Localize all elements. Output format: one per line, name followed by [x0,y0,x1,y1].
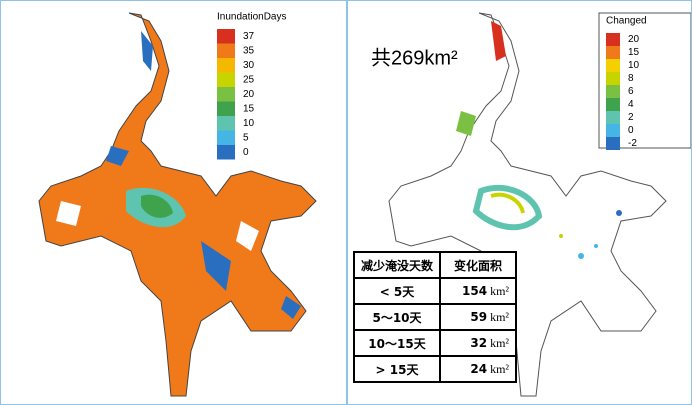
legend-swatch [606,46,620,59]
range: < 5天 [352,277,442,305]
patch [616,210,622,216]
range: > 15天 [352,355,442,383]
legend-label: 5 [243,132,249,143]
legend-label: 37 [243,31,255,42]
gap [236,221,259,251]
legend-swatch [217,58,235,73]
legend-swatch [217,101,235,116]
total-area: 共269km² [371,46,458,69]
patch [491,21,506,61]
patch [578,253,584,259]
table-header: 减少淹没天数 [352,251,442,279]
legend-label: 20 [243,89,255,100]
area-cell: 59 km² [439,303,518,331]
legend-label: 35 [243,45,255,56]
legend-swatch [606,85,620,98]
legend-swatch [606,124,620,137]
patch [141,31,153,71]
legend-label: 20 [628,34,640,45]
legend-swatch [217,29,235,44]
area-cell: 32 km² [439,329,518,357]
legend-label: 0 [628,125,634,136]
legend-swatch [217,130,235,145]
legend-label: 4 [628,99,634,110]
legend-swatch [217,87,235,102]
patch [594,244,598,248]
range: 5～10天 [352,303,442,331]
area: 32 [470,335,488,350]
unit: km² [490,309,510,324]
legend-label: 6 [628,86,634,97]
legend-label: 15 [243,103,255,114]
area-cell: 24 km² [439,355,518,383]
legend-swatch [606,72,620,85]
legend-swatch [606,111,620,124]
patch [559,234,563,238]
unit: km² [490,283,510,298]
legend-title: InundationDays [217,12,287,23]
patch [201,241,231,291]
left-map [38,12,317,397]
legend-label: -2 [628,138,637,149]
change-table: 减少淹没天数 变化面积 < 5天 154 km² 5～10天 59 km² 10～15天 32 k… [352,251,518,383]
area-cell: 154 km² [439,277,518,305]
unit: km² [490,361,510,376]
patch [281,296,301,319]
legend-label: 10 [628,60,640,71]
area: 24 [470,361,488,376]
table-header: 变化面积 [439,251,518,279]
patch [490,192,525,214]
legend-swatch [217,43,235,58]
patch [141,194,173,218]
legend-label: 25 [243,74,255,85]
area: 59 [470,309,488,324]
legend-label: 10 [243,118,255,129]
gap [56,201,81,226]
unit: km² [490,335,510,350]
patch [456,111,476,136]
legend-swatch [606,59,620,72]
legend-swatch [606,98,620,111]
range: 10～15天 [352,329,442,357]
right-map [388,12,667,397]
legend-label: 2 [628,112,634,123]
legend-swatch [217,116,235,131]
legend-title: Changed [606,16,647,27]
legend-swatch [606,137,620,150]
legend-swatch [606,33,620,46]
patch [472,184,543,231]
legend-label: 0 [243,147,249,158]
legend-label: 30 [243,60,255,71]
patch [106,146,129,166]
legend-swatch [217,72,235,87]
area: 154 [462,283,488,298]
legend-swatch [217,145,235,160]
legend-label: 8 [628,73,634,84]
legend-label: 15 [628,47,640,58]
